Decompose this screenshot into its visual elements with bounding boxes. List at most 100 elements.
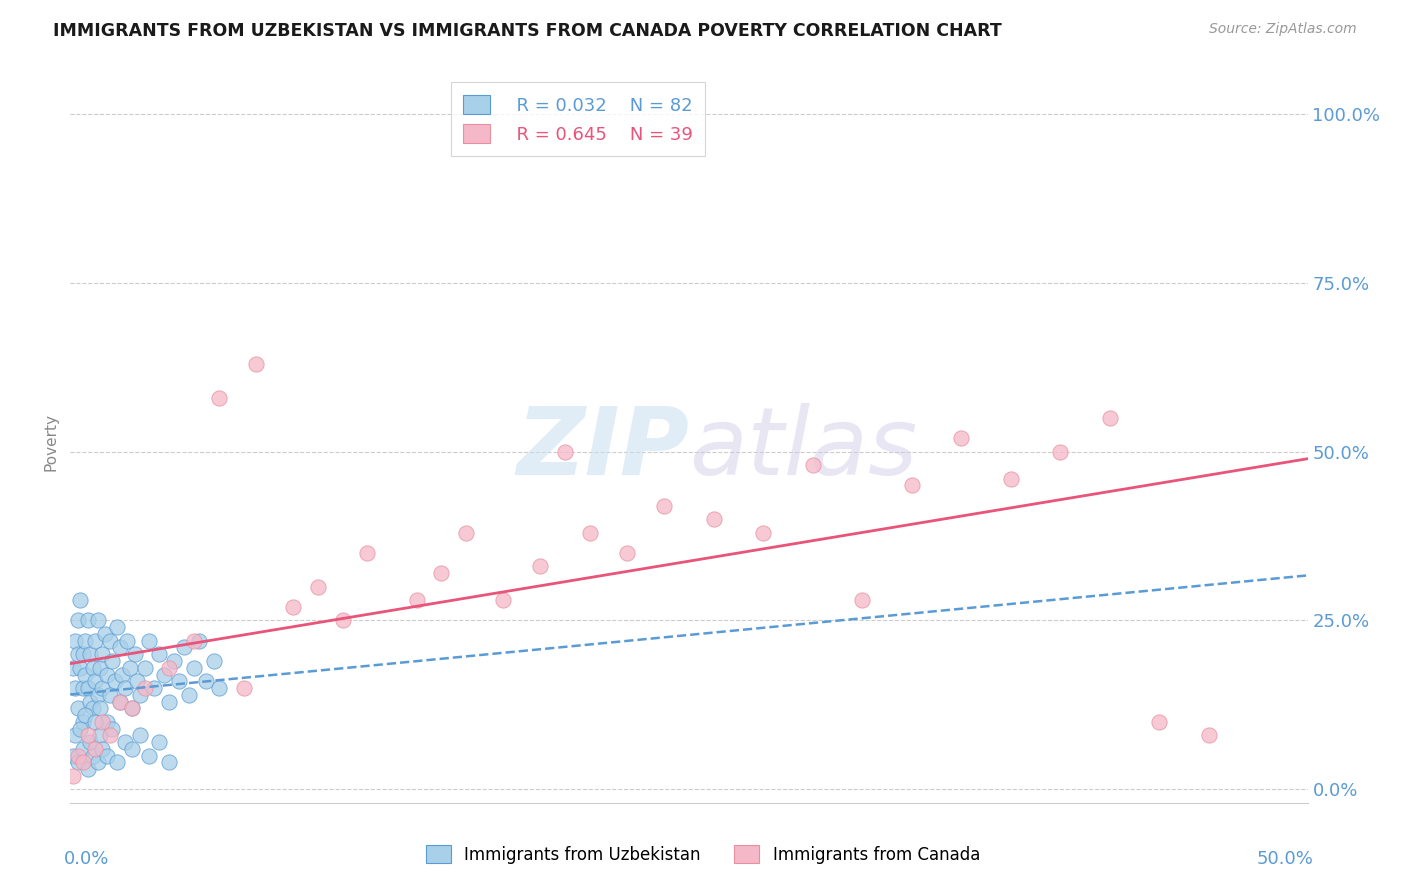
Legend: Immigrants from Uzbekistan, Immigrants from Canada: Immigrants from Uzbekistan, Immigrants f… xyxy=(419,838,987,871)
Point xyxy=(1098,411,1121,425)
Point xyxy=(138,633,160,648)
Point xyxy=(79,694,101,708)
Text: ZIP: ZIP xyxy=(516,403,689,495)
Point xyxy=(1000,472,1022,486)
Point xyxy=(128,688,150,702)
Point xyxy=(281,599,304,614)
Point xyxy=(138,748,160,763)
Point xyxy=(89,661,111,675)
Point xyxy=(752,525,775,540)
Point xyxy=(188,633,211,648)
Point xyxy=(195,674,218,689)
Point xyxy=(82,661,104,675)
Point xyxy=(121,741,143,756)
Text: 0.0%: 0.0% xyxy=(65,850,110,868)
Point xyxy=(652,499,675,513)
Point xyxy=(72,714,94,729)
Text: atlas: atlas xyxy=(689,403,917,494)
Point xyxy=(579,525,602,540)
Point xyxy=(1147,714,1170,729)
Point xyxy=(900,478,922,492)
Point xyxy=(177,688,200,702)
Point xyxy=(554,444,576,458)
Point xyxy=(183,633,205,648)
Point xyxy=(128,728,150,742)
Point xyxy=(89,701,111,715)
Point xyxy=(98,688,121,702)
Point xyxy=(84,633,107,648)
Point xyxy=(114,681,136,695)
Point xyxy=(66,748,89,763)
Point xyxy=(163,654,186,668)
Point xyxy=(66,614,89,628)
Point xyxy=(173,640,195,655)
Point xyxy=(82,748,104,763)
Point xyxy=(183,661,205,675)
Point xyxy=(111,667,134,681)
Point xyxy=(245,357,267,371)
Point xyxy=(430,566,453,581)
Point xyxy=(202,654,225,668)
Point xyxy=(72,647,94,661)
Point xyxy=(1198,728,1220,742)
Point xyxy=(148,647,170,661)
Point xyxy=(65,681,87,695)
Point xyxy=(84,741,107,756)
Point xyxy=(208,681,231,695)
Point xyxy=(72,756,94,770)
Point xyxy=(101,654,124,668)
Point xyxy=(108,640,131,655)
Point xyxy=(356,546,378,560)
Point xyxy=(91,647,114,661)
Point xyxy=(529,559,551,574)
Point xyxy=(86,614,108,628)
Point xyxy=(65,633,87,648)
Point xyxy=(703,512,725,526)
Point xyxy=(232,681,254,695)
Point xyxy=(114,735,136,749)
Point xyxy=(127,674,149,689)
Point xyxy=(1049,444,1071,458)
Point xyxy=(86,688,108,702)
Point xyxy=(76,614,98,628)
Point xyxy=(332,614,354,628)
Point xyxy=(121,701,143,715)
Point xyxy=(69,593,91,607)
Point xyxy=(143,681,166,695)
Point xyxy=(96,667,118,681)
Point xyxy=(456,525,478,540)
Point xyxy=(89,728,111,742)
Point xyxy=(96,748,118,763)
Point xyxy=(75,708,97,723)
Point xyxy=(91,681,114,695)
Point xyxy=(115,633,138,648)
Point xyxy=(801,458,824,472)
Point xyxy=(96,714,118,729)
Point xyxy=(69,722,91,736)
Point xyxy=(72,681,94,695)
Point xyxy=(167,674,190,689)
Point xyxy=(950,431,973,445)
Point xyxy=(84,714,107,729)
Point xyxy=(84,674,107,689)
Point xyxy=(104,674,127,689)
Point xyxy=(91,714,114,729)
Point xyxy=(62,661,84,675)
Point xyxy=(86,756,108,770)
Legend:   R = 0.032    N = 82,   R = 0.645    N = 39: R = 0.032 N = 82, R = 0.645 N = 39 xyxy=(450,82,706,156)
Point xyxy=(79,735,101,749)
Point xyxy=(157,694,180,708)
Point xyxy=(616,546,638,560)
Point xyxy=(148,735,170,749)
Text: IMMIGRANTS FROM UZBEKISTAN VS IMMIGRANTS FROM CANADA POVERTY CORRELATION CHART: IMMIGRANTS FROM UZBEKISTAN VS IMMIGRANTS… xyxy=(53,22,1002,40)
Point xyxy=(69,661,91,675)
Point xyxy=(118,661,141,675)
Point xyxy=(79,647,101,661)
Point xyxy=(851,593,873,607)
Point xyxy=(94,627,117,641)
Point xyxy=(157,756,180,770)
Point xyxy=(75,633,97,648)
Point xyxy=(66,647,89,661)
Text: Source: ZipAtlas.com: Source: ZipAtlas.com xyxy=(1209,22,1357,37)
Point xyxy=(307,580,329,594)
